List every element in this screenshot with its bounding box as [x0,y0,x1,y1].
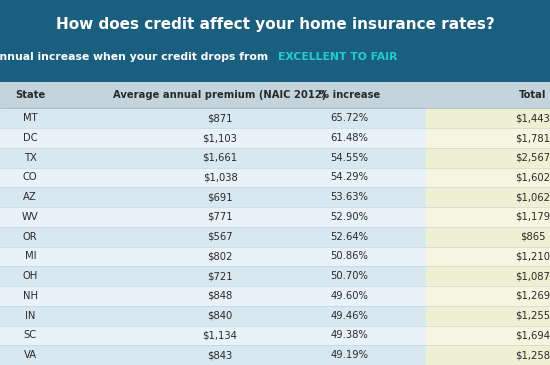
Bar [0,207,426,227]
Text: $843: $843 [207,350,233,360]
Text: Total: Total [519,90,546,100]
Text: 49.19%: 49.19% [330,350,369,360]
Text: $1,602: $1,602 [515,173,550,182]
Text: $1,134: $1,134 [202,330,238,341]
Text: AZ: AZ [23,192,37,202]
Text: TX: TX [24,153,37,163]
Text: $1,255: $1,255 [515,311,550,321]
Bar [0,82,550,108]
Text: $1,661: $1,661 [202,153,238,163]
Bar [426,286,550,306]
Bar [0,266,426,286]
Bar [426,266,550,286]
Bar [0,227,426,247]
Text: 49.46%: 49.46% [331,311,368,321]
Text: 53.63%: 53.63% [331,192,368,202]
Text: $1,038: $1,038 [202,173,238,182]
Text: $771: $771 [207,212,233,222]
Text: 49.60%: 49.60% [331,291,368,301]
Text: $1,179: $1,179 [515,212,550,222]
Text: $567: $567 [207,232,233,242]
Text: 54.55%: 54.55% [330,153,369,163]
Bar [0,306,426,326]
Text: $802: $802 [207,251,233,261]
Text: 52.90%: 52.90% [330,212,369,222]
Text: $1,781: $1,781 [515,133,550,143]
Text: EXCELLENT TO FAIR: EXCELLENT TO FAIR [278,53,397,62]
Text: State: State [15,90,45,100]
Text: MI: MI [25,251,36,261]
Text: 50.70%: 50.70% [331,271,368,281]
Bar [426,128,550,148]
Bar [0,108,426,128]
Bar [426,207,550,227]
Text: WV: WV [22,212,38,222]
Text: SC: SC [24,330,37,341]
Text: $1,062: $1,062 [515,192,550,202]
Bar [0,187,426,207]
Bar [0,326,426,345]
Text: 52.64%: 52.64% [330,232,369,242]
Bar [0,148,426,168]
Text: DC: DC [23,133,37,143]
Bar [426,148,550,168]
Text: $1,443: $1,443 [515,113,550,123]
Text: 50.86%: 50.86% [331,251,368,261]
Text: 65.72%: 65.72% [330,113,369,123]
Text: $1,269: $1,269 [515,291,550,301]
Bar [0,247,426,266]
Text: $1,087: $1,087 [515,271,550,281]
Text: $1,694: $1,694 [515,330,550,341]
Text: $1,210: $1,210 [515,251,550,261]
Text: $2,567: $2,567 [515,153,550,163]
Text: OH: OH [23,271,38,281]
Bar [0,168,426,187]
Text: MT: MT [23,113,37,123]
Text: $848: $848 [207,291,233,301]
Bar [0,345,426,365]
Text: $1,103: $1,103 [202,133,238,143]
Text: NH: NH [23,291,38,301]
Text: VA: VA [24,350,37,360]
Text: $865: $865 [520,232,545,242]
Text: CO: CO [23,173,37,182]
Text: $721: $721 [207,271,233,281]
Bar [0,286,426,306]
Text: OR: OR [23,232,37,242]
Text: $691: $691 [207,192,233,202]
Bar [426,168,550,187]
Text: $871: $871 [207,113,233,123]
Bar [426,108,550,128]
Bar [426,326,550,345]
Bar [426,247,550,266]
Bar [0,128,426,148]
Text: Average annual increase when your credit drops from: Average annual increase when your credit… [0,53,272,62]
Text: 61.48%: 61.48% [331,133,368,143]
Text: $1,258: $1,258 [515,350,550,360]
Bar [426,306,550,326]
Text: $840: $840 [207,311,233,321]
Text: How does credit affect your home insurance rates?: How does credit affect your home insuran… [56,17,494,32]
Text: % increase: % increase [318,90,380,100]
Bar [426,227,550,247]
Text: 49.38%: 49.38% [331,330,368,341]
Text: IN: IN [25,311,35,321]
Text: 54.29%: 54.29% [330,173,369,182]
Bar [426,187,550,207]
Bar [426,345,550,365]
Text: Average annual premium (NAIC 2012): Average annual premium (NAIC 2012) [113,90,327,100]
Bar [0,0,550,82]
